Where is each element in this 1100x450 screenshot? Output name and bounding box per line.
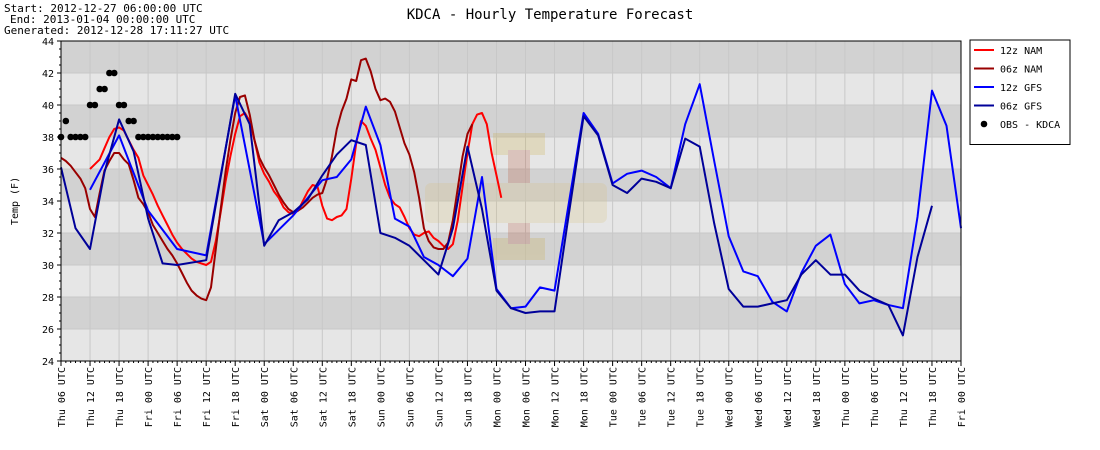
legend-marker [980,120,988,128]
obs-point [173,133,181,141]
y-tick-label: 38 [42,133,54,144]
x-tick-label: Thu 12 UTC [86,367,97,427]
obs-point [159,133,166,141]
obs-point [110,69,118,77]
x-tick-label: Sat 12 UTC [318,367,329,427]
obs-point [164,133,171,141]
y-tick-label: 36 [42,165,54,176]
x-tick-label: Wed 12 UTC [783,367,794,427]
legend-box [969,39,1071,145]
obs-point [125,117,133,125]
x-tick-label: Thu 06 UTC [57,367,68,427]
obs-point [154,133,162,141]
obs-point [86,101,94,109]
x-tick-label: Thu 12 UTC [899,367,910,427]
background-band [61,297,961,329]
x-tick-label: Tue 00 UTC [609,367,620,427]
obs-point [115,101,123,109]
x-axis-ticks: Thu 06 UTC Thu 12 UTC Thu 18 UTC Fri 00 UTC… [57,361,968,427]
x-tick-label: Wed 06 UTC [754,367,765,427]
y-tick-label: 28 [42,293,54,304]
obs-point [139,133,147,141]
series-line-12z-gfs [89,83,962,313]
x-tick-label: Fri 00 UTC [957,367,968,427]
x-tick-label: Mon 00 UTC [492,367,503,427]
legend-entry: 06z GFS [1000,102,1042,113]
series-line-06z-nam [60,57,474,302]
y-tick-label: 26 [42,325,54,336]
x-tick-label: Sat 06 UTC [289,367,300,427]
obs-point [106,69,113,77]
obs-point [168,133,176,141]
x-tick-label: Mon 12 UTC [551,367,562,427]
background-band [61,105,961,137]
x-tick-label: Thu 18 UTC [928,367,939,427]
obs-point [62,117,70,125]
background-band [61,169,961,201]
y-tick-label: 24 [42,357,54,368]
x-tick-label: Sun 12 UTC [434,367,445,427]
y-tick-label: 32 [42,229,54,240]
chart-title: KDCA - Hourly Temperature Forecast [407,7,694,23]
obs-point [96,85,104,93]
background-band [61,73,961,105]
obs-point [101,85,108,93]
y-tick-label: 40 [42,101,54,112]
x-tick-label: Sat 18 UTC [347,367,358,427]
x-tick-label: Tue 12 UTC [667,367,678,427]
x-tick-label: Wed 18 UTC [812,367,823,427]
legend-entry: OBS - KDCA [1000,120,1060,131]
y-tick-label: 44 [42,37,54,48]
obs-point [120,101,128,109]
x-tick-label: Tue 18 UTC [696,367,707,427]
start-label: Start: 2012-12-27 06:00:00 UTC [4,2,203,15]
x-tick-label: Fri 06 UTC [173,367,184,427]
y-tick-label: 42 [42,69,54,80]
background-band [61,137,961,169]
obs-point [91,101,99,109]
x-tick-label: Tue 06 UTC [638,367,649,427]
generated-label: Generated: 2012-12-28 17:11:27 UTC [4,24,229,37]
x-tick-label: Thu 06 UTC [870,367,881,427]
observation-points [57,69,181,141]
y-tick-label: 34 [42,197,54,208]
y-tick-label: 30 [42,261,54,272]
obs-point [144,133,152,141]
legend-entry: 06z NAM [1000,65,1042,76]
x-tick-label: Fri 12 UTC [202,367,213,427]
obs-point [149,133,157,141]
end-label: End: 2013-01-04 00:00:00 UTC [10,13,195,26]
legend: 12z NAM 06z NAM 12z GFS 06z GFS OBS - KDCA [969,39,1071,145]
obs-point [130,117,137,125]
legend-entry: 12z GFS [1000,83,1042,94]
isu-logo-watermark [425,133,607,260]
x-tick-label: Fri 18 UTC [231,367,242,427]
series-layer [60,57,962,337]
legend-entry: 12z NAM [1000,46,1042,57]
obs-point [72,133,79,141]
y-axis-ticks: 24 26 28 30 32 34 36 38 40 42 44 [42,37,61,368]
x-tick-label: Thu 00 UTC [841,367,852,427]
x-tick-label: Thu 18 UTC [115,367,126,427]
x-tick-label: Sat 00 UTC [260,367,271,427]
x-tick-label: Fri 00 UTC [144,367,155,427]
x-tick-label: Sun 06 UTC [405,367,416,427]
obs-point [67,133,74,141]
x-tick-label: Wed 00 UTC [725,367,736,427]
x-tick-label: Sun 18 UTC [463,367,474,427]
x-tick-label: Sun 00 UTC [376,367,387,427]
y-axis-label: Temp (F) [10,177,21,225]
obs-point [77,133,84,141]
obs-point [135,133,142,141]
background-band [61,329,961,361]
x-tick-label: Mon 18 UTC [580,367,591,427]
background-band [61,41,961,73]
series-line-06z-gfs [60,92,933,337]
x-tick-label: Mon 06 UTC [522,367,533,427]
obs-point [81,133,89,141]
